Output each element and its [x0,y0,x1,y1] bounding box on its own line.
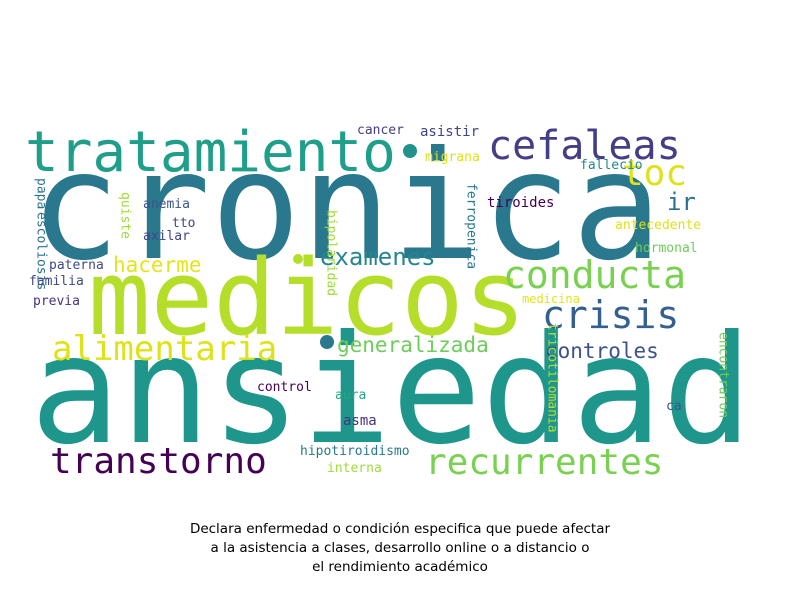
word-antecedente: antecedente [615,218,701,233]
word-fallecio: fallecio [580,158,643,173]
word-tricotilomania: tricotilomania [544,323,559,433]
word-hormonal: hormonal [635,241,698,256]
word-ir: ir [667,188,696,216]
caption-line-2: a la asistencia a clases, desarrollo onl… [210,540,590,556]
word-interna: interna [327,461,382,476]
word-familia: familia [29,274,84,289]
word-papa: papa [33,178,48,209]
word-bipolaridad: bipolaridad [323,210,338,296]
word-ca: ca [666,399,682,414]
word-tratamiento: tratamiento [25,120,396,185]
word-cefaleas: cefaleas [488,123,681,169]
word-medicos: medicos [88,237,526,359]
word-aura: aura [335,388,366,403]
word-cloud-dot [293,254,303,264]
word-migrana: migrana [425,150,480,165]
word-control: control [257,380,312,395]
word-cloud-dot [320,335,334,349]
word-hacerme: hacerme [113,253,202,277]
word-examenes: examenes [320,243,436,271]
caption-line-3: el rendimiento académico [312,559,488,575]
word-controles: controles [545,339,659,363]
word-conducta: conducta [503,253,686,297]
word-anemia: anemia [143,197,190,212]
word-transtorno: transtorno [50,441,267,482]
word-escoliosis: escoliosis [33,212,48,290]
word-ferropenica: ferropenica [463,183,478,269]
word-asma: asma [343,413,377,429]
word-encontraron: encontraron [715,332,730,418]
word-recurrentes: recurrentes [425,442,663,483]
word-cronica: cronica [30,120,662,294]
word-tiroides: tiroides [487,195,554,211]
word-ansiedad: ansiedad [30,304,752,478]
word-generalizada: generalizada [337,333,489,357]
word-axilar: axilar [143,229,190,244]
word-paterna: paterna [49,258,104,273]
word-alimentaria: alimentaria [52,329,277,369]
word-medicina: medicina [522,292,580,306]
word-asistir: asistir [420,124,479,140]
caption: Declara enfermedad o condición especific… [150,520,650,577]
word-quiste: quiste [117,192,132,239]
word-crisis: crisis [542,293,679,337]
word-toc: toc [622,153,687,194]
word-cloud-dot [403,144,417,158]
word-previa: previa [33,294,80,309]
word-hipotiroidismo: hipotiroidismo [300,444,410,459]
word-tto: tto [172,216,195,231]
word-cancer: cancer [357,123,404,138]
caption-line-1: Declara enfermedad o condición especific… [189,521,611,537]
